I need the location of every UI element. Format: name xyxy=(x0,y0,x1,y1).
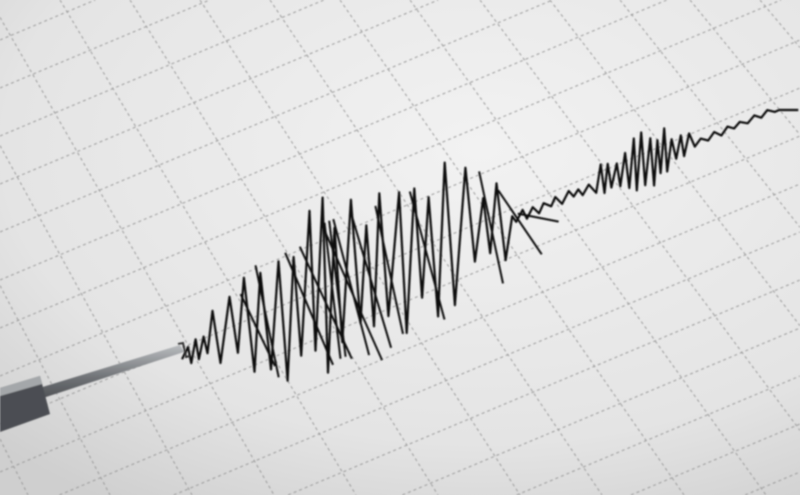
grid-line xyxy=(0,0,96,41)
trace-swing xyxy=(374,205,404,335)
grid-line xyxy=(745,471,800,495)
grid-line xyxy=(0,0,210,89)
trace-swing xyxy=(332,218,371,356)
grid-line xyxy=(0,17,275,495)
grid-line xyxy=(0,0,553,233)
grid-line xyxy=(129,0,439,495)
grid-line xyxy=(549,0,800,327)
grid-line xyxy=(0,438,29,495)
grid-line xyxy=(619,0,800,228)
trace-swing xyxy=(478,171,504,284)
trace-swing xyxy=(517,212,559,223)
needle xyxy=(0,341,191,432)
grid-line xyxy=(59,183,800,495)
grid-line xyxy=(0,145,193,495)
grid-line xyxy=(339,0,685,495)
grid-line xyxy=(0,0,667,281)
trace-swing xyxy=(408,191,446,320)
grid-line xyxy=(479,0,800,431)
trace-swing xyxy=(284,252,334,366)
grid-line xyxy=(630,423,800,495)
trace-swing xyxy=(328,220,347,357)
needle-holder-highlight xyxy=(0,376,42,396)
grid-line xyxy=(287,279,800,495)
grid-line xyxy=(199,0,521,495)
grid-line xyxy=(0,0,439,185)
needle-arm xyxy=(0,345,184,412)
needle-tip xyxy=(177,341,191,359)
grid-line xyxy=(0,0,324,137)
trace-swing xyxy=(254,265,280,378)
grid-line xyxy=(173,231,800,495)
grid-line xyxy=(759,0,800,48)
trace-swing xyxy=(497,189,543,255)
grid-line xyxy=(59,0,357,495)
grid-line xyxy=(689,0,800,136)
trace-swing xyxy=(239,293,276,367)
grid-line xyxy=(0,135,800,473)
trace-swing xyxy=(323,222,342,359)
trace-swing xyxy=(349,211,393,349)
trace-line xyxy=(181,108,799,382)
seismic-trace xyxy=(181,108,799,382)
